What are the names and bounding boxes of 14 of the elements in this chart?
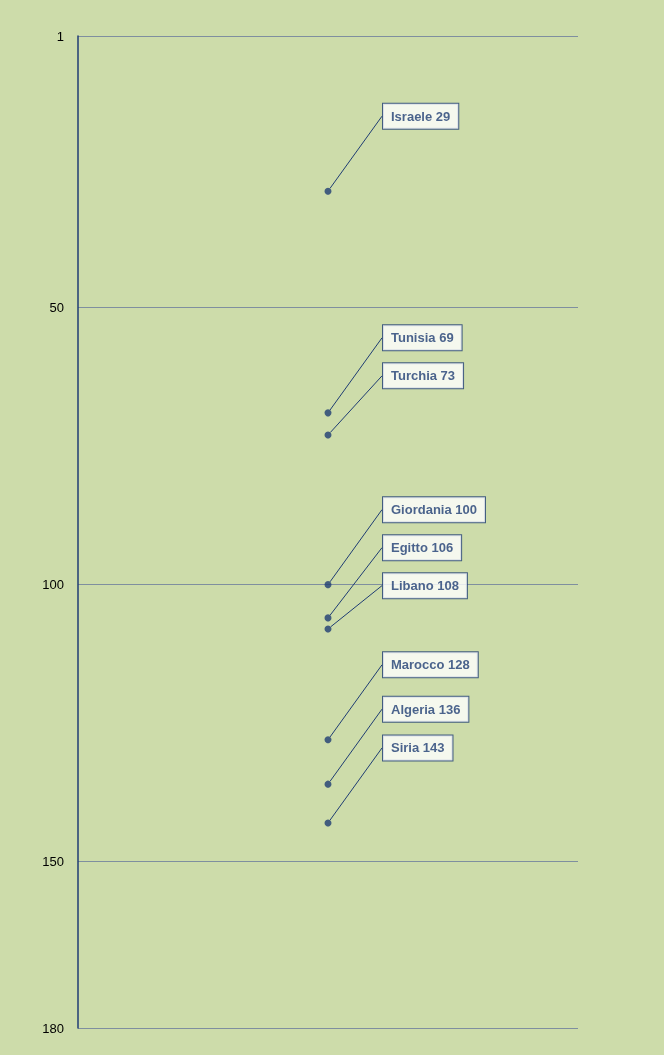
data-label: Tunisia 69 <box>391 330 454 346</box>
y-tick-label: 150 <box>42 854 64 870</box>
data-label: Israele 29 <box>391 108 451 124</box>
data-label: Marocco 128 <box>391 657 470 673</box>
data-label: Algeria 136 <box>391 701 461 717</box>
y-tick-label: 50 <box>49 300 64 316</box>
data-label: Libano 108 <box>391 578 459 594</box>
y-tick-label: 1 <box>56 28 64 44</box>
data-label: Turchia 73 <box>391 368 456 384</box>
data-label: Egitto 106 <box>391 540 454 556</box>
y-tick-label: 180 <box>42 1020 64 1036</box>
data-label: Giordania 100 <box>391 502 477 518</box>
y-tick-label: 100 <box>42 577 64 593</box>
data-label: Siria 143 <box>391 740 445 756</box>
